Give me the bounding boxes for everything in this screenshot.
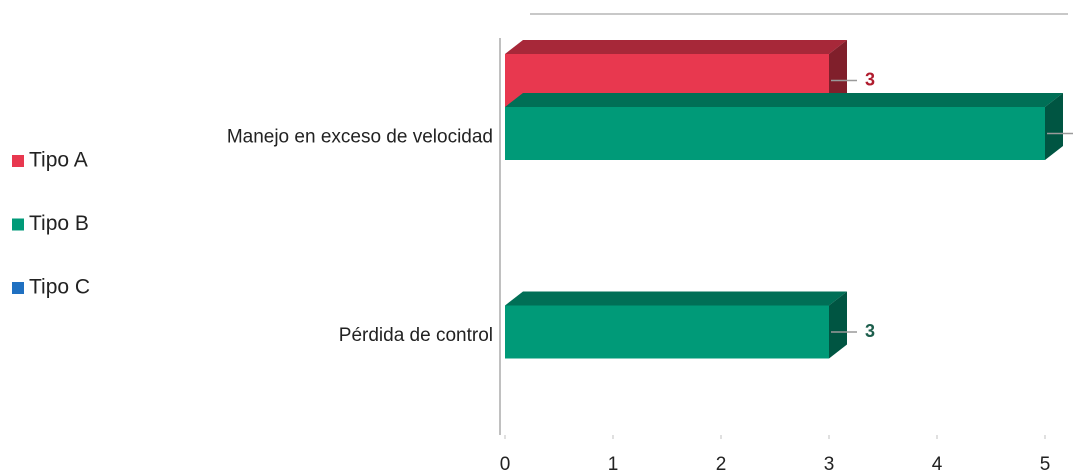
bar-top — [505, 40, 847, 54]
bar-side — [1045, 93, 1063, 160]
value-label: 3 — [865, 69, 875, 89]
legend-label: Tipo B — [29, 212, 89, 235]
bar — [505, 107, 1045, 160]
bar-side — [829, 40, 847, 107]
legend-swatch — [12, 218, 24, 231]
bar-side — [829, 291, 847, 359]
legend-label: Tipo A — [29, 149, 88, 172]
x-tick-label: 0 — [500, 454, 511, 474]
x-tick-label: 1 — [608, 454, 619, 474]
legend-swatch — [12, 155, 24, 167]
bar-top — [505, 93, 1063, 107]
y-tick-label: Pérdida de control — [339, 325, 493, 346]
bar — [505, 305, 829, 359]
bar-top — [505, 291, 847, 306]
legend-label: Tipo C — [29, 276, 90, 299]
value-label: 3 — [865, 321, 875, 341]
y-tick-label: Manejo en exceso de velocidad — [227, 126, 493, 147]
x-tick-label: 3 — [824, 454, 835, 474]
legend-swatch — [12, 282, 24, 294]
x-tick-label: 4 — [932, 454, 943, 474]
x-tick-label: 2 — [716, 454, 727, 474]
x-tick-label: 5 — [1040, 454, 1051, 474]
